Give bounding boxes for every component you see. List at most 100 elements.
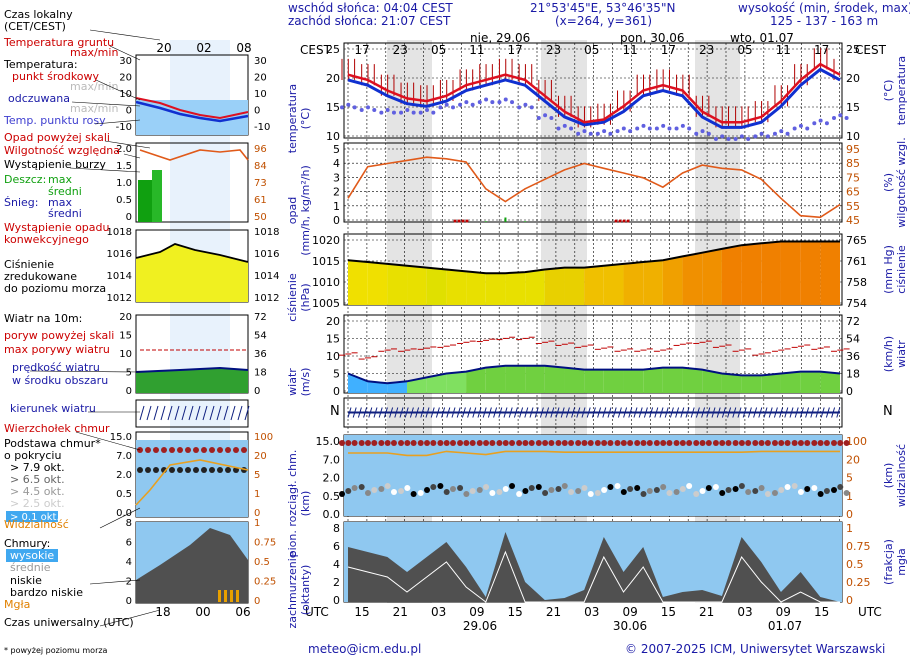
dewpoint-dot	[608, 131, 613, 136]
pressure-area	[603, 263, 624, 305]
panel-unit-left: (m/s)	[299, 368, 312, 397]
dewpoint-dot	[746, 137, 751, 142]
mini-cloudbase-dot	[153, 467, 159, 473]
cest-hour: 23	[699, 43, 714, 57]
wind-area	[623, 369, 644, 393]
dewpoint-dot	[510, 100, 515, 105]
mini-cloudbase-dot	[145, 467, 151, 473]
mini-wind-arrow	[230, 405, 236, 421]
legend-felt: odczuwana	[8, 92, 70, 105]
mini-cloudbase-dot	[169, 467, 175, 473]
legend-temperature: Temperatura:	[3, 58, 78, 71]
mini-press-tick: 1012	[107, 293, 132, 304]
sunset-text: zachód słońca: 21:07 CEST	[288, 14, 451, 28]
dewpoint-dot	[529, 105, 534, 110]
cloudbase-dot	[601, 487, 608, 493]
legend-wind-speed-2: w środku obszaru	[12, 374, 108, 387]
coords-text: 21°53'45"E, 53°46'35"N	[530, 1, 676, 15]
cest-hour: 17	[508, 43, 523, 57]
tick-right: 25	[846, 43, 860, 56]
legend-snow-max: max	[48, 196, 72, 209]
grid-text: (x=264, y=361)	[555, 14, 653, 28]
mini-bottom-hour: 00	[195, 605, 210, 619]
legend-cloud-mid: średnie	[10, 561, 51, 574]
cloudbase-dot	[725, 487, 732, 493]
cloudtop-dot	[404, 440, 411, 446]
panel-unit-right: (°C)	[882, 80, 895, 102]
mini-temp-tick: 10	[119, 89, 132, 100]
cloudtop-dot	[771, 440, 778, 446]
cloudbase-dot	[666, 490, 673, 496]
mini-humidity-line	[139, 149, 249, 161]
cloudbase-dot	[581, 485, 588, 491]
cloudbase-dot	[686, 483, 693, 489]
mini-precip-tick: 1.5	[116, 161, 132, 172]
dewpoint-dot	[503, 97, 508, 102]
temp-line	[347, 62, 841, 124]
legend-wind-speed: prędkość wiatru	[12, 361, 100, 374]
utc-hour: 21	[546, 605, 561, 619]
legend-storm: Wystąpienie burzy	[4, 158, 106, 171]
tick-left: 2	[333, 576, 340, 589]
contact-email[interactable]: meteo@icm.edu.pl	[308, 642, 422, 656]
cloudbase-dot	[797, 489, 804, 495]
cloudbase-dot	[634, 485, 641, 491]
cloudbase-dot	[404, 485, 411, 491]
pressure-area	[367, 262, 388, 305]
cloudbase-dot	[719, 490, 726, 496]
tick-right: 55	[846, 200, 860, 213]
legend-cloud-base: Podstawa chmur*	[4, 437, 101, 450]
mini-cloudbase-dot	[225, 467, 231, 473]
mini-cloudbase-dot	[217, 467, 223, 473]
mini-wind-arrow	[216, 405, 222, 421]
mini-temp-tick: -10	[116, 122, 132, 133]
cloudbase-dot	[457, 485, 464, 491]
dewpoint-dot	[595, 131, 600, 136]
dewpoint-dot	[352, 105, 357, 110]
cloudtop-dot	[587, 440, 594, 446]
dewpoint-dot	[832, 115, 836, 120]
cloudcover-area	[348, 532, 840, 602]
cloudtop-dot	[417, 440, 424, 446]
cloudtop-dot	[364, 440, 371, 446]
dewpoint-dot	[391, 110, 396, 115]
mini-precip-tick: 0	[126, 212, 132, 223]
mini-wind-kmh: 72	[254, 312, 267, 323]
mini-temp-tick-r: 0	[254, 106, 260, 117]
mini-wind-arrow	[181, 405, 187, 421]
mini-cloudtop-dot	[161, 447, 167, 453]
tick-right: 75	[846, 171, 860, 184]
legend-rain: Deszcz:	[4, 173, 46, 186]
cloudbase-dot	[548, 487, 555, 493]
mini-temp-tick-r: 10	[254, 89, 267, 100]
cloudbase-dot	[364, 490, 371, 496]
mini-fog-tick: 0.25	[254, 577, 276, 588]
tick-right: 95	[846, 143, 860, 156]
height-label: wysokość (min, środek, max)	[738, 1, 910, 15]
cest-hour: 17	[814, 43, 829, 57]
cloudbase-dot	[587, 491, 594, 497]
cloudtop-dot	[351, 440, 358, 446]
tick-left: 0.0	[323, 508, 341, 521]
pressure-area	[721, 245, 742, 305]
cloudbase-dot	[784, 484, 791, 490]
cest-hour: 05	[737, 43, 752, 57]
dewpoint-dot	[411, 110, 416, 115]
dewpoint-dot	[536, 115, 541, 120]
cest-hour: 11	[469, 43, 484, 57]
mini-temp-tick-r: 30	[254, 56, 267, 67]
mini-fog-bar	[224, 590, 227, 602]
cloudbase-dot	[660, 484, 667, 490]
legend-leader	[123, 153, 141, 159]
tick-left: 4	[333, 157, 340, 170]
dewpoint-dot	[759, 131, 764, 136]
tick-left: 4	[333, 558, 340, 571]
mini-hum-tick: 61	[254, 195, 267, 206]
mini-press-tick-r: 1012	[254, 293, 279, 304]
mini-wind-arrow	[209, 405, 215, 421]
mini-cloudtop-dot	[241, 447, 247, 453]
mini-wind-kmh: 54	[254, 331, 267, 342]
cloudtop-dot	[817, 440, 824, 446]
dewpoint-dot	[680, 123, 685, 128]
mini-temp-tick: 20	[119, 73, 132, 84]
